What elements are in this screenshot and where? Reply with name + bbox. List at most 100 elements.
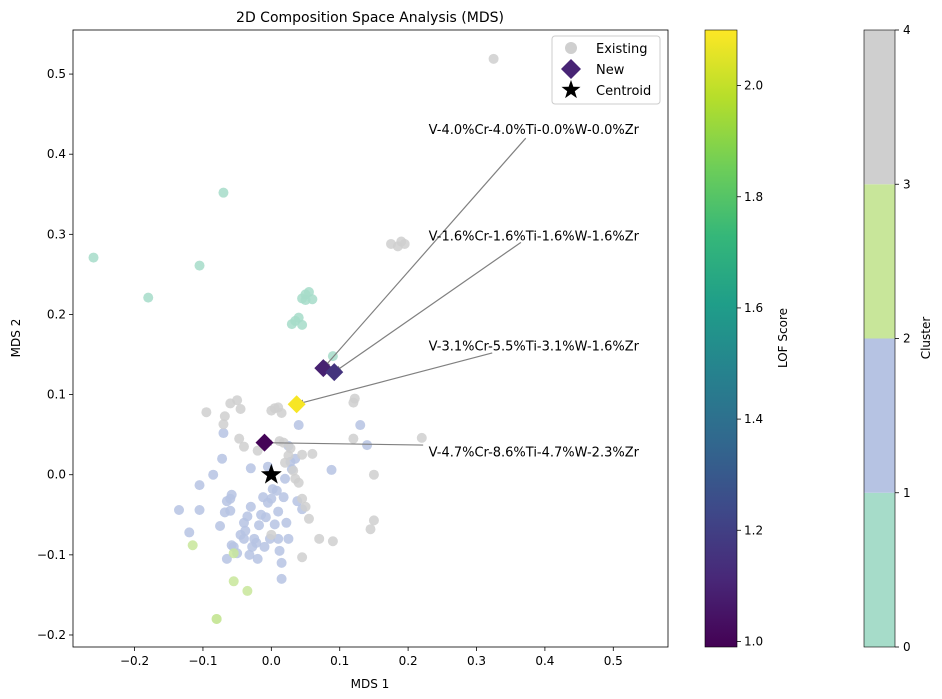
- lof-colorbar: 1.0 1.2 1.4 1.6 1.8 2.0 LOF Score: [704, 29, 790, 648]
- existing-point-cluster-1: [245, 463, 256, 474]
- lof-colorbar-ticks: 1.0 1.2 1.4 1.6 1.8 2.0: [737, 79, 763, 648]
- existing-point-cluster-1: [281, 517, 292, 528]
- cluster-colorbar-ticks: 0 1 2 3 4: [895, 23, 911, 654]
- y-tick-label: 0.0: [47, 468, 66, 482]
- x-tick-label: 0.2: [399, 654, 418, 668]
- cluster-colorbar: 0 1 2 3 4 Cluster: [863, 23, 933, 654]
- existing-point-cluster-3: [219, 411, 230, 422]
- existing-point-cluster-1: [269, 519, 280, 530]
- legend-existing-marker: [565, 42, 577, 54]
- x-axis-label: MDS 1: [351, 677, 390, 691]
- cluster-tick-label: 0: [903, 640, 911, 654]
- cluster-band-2: [864, 184, 895, 339]
- existing-point-cluster-3: [365, 524, 376, 535]
- existing-point-cluster-3: [252, 445, 263, 456]
- existing-points: [88, 53, 499, 624]
- existing-point-cluster-1: [208, 469, 219, 480]
- annotation-arrow: [296, 352, 493, 405]
- new-points: [255, 359, 344, 452]
- lof-colorbar-label: LOF Score: [776, 308, 790, 368]
- existing-point-cluster-1: [225, 505, 236, 516]
- x-tick-label: −0.1: [188, 654, 217, 668]
- cluster-band-1: [864, 338, 895, 493]
- x-tick-label: 0.1: [330, 654, 349, 668]
- legend-centroid-marker: [561, 80, 581, 99]
- y-axis-ticks: −0.2 −0.1 0.0 0.1 0.2 0.3 0.4 0.5: [37, 67, 73, 642]
- existing-point-cluster-2: [242, 585, 253, 596]
- existing-point-cluster-2: [211, 613, 222, 624]
- centroid-star: [260, 463, 282, 484]
- existing-point-cluster-1: [184, 527, 195, 538]
- existing-point-cluster-1: [221, 553, 232, 564]
- existing-point-cluster-1: [259, 541, 270, 552]
- cluster-tick-label: 4: [903, 23, 911, 37]
- x-tick-label: 0.0: [262, 654, 281, 668]
- existing-point-cluster-3: [297, 552, 308, 563]
- existing-point-cluster-2: [187, 540, 198, 551]
- existing-point-cluster-3: [348, 433, 359, 444]
- existing-point-cluster-0: [194, 260, 205, 271]
- lof-tick-label: 2.0: [744, 79, 763, 93]
- existing-point-cluster-1: [276, 573, 287, 584]
- existing-point-cluster-1: [251, 537, 262, 548]
- existing-point-cluster-3: [307, 448, 318, 459]
- existing-point-cluster-1: [278, 492, 289, 503]
- existing-point-cluster-3: [297, 493, 308, 504]
- legend: Existing New Centroid: [551, 35, 661, 105]
- y-tick-label: 0.4: [47, 147, 66, 161]
- existing-point-cluster-0: [143, 292, 154, 303]
- existing-point-cluster-1: [254, 520, 265, 531]
- existing-point-cluster-3: [285, 443, 296, 454]
- legend-new-marker: [561, 59, 581, 79]
- existing-point-cluster-1: [240, 525, 251, 536]
- y-tick-label: 0.3: [47, 227, 66, 241]
- x-tick-label: −0.2: [120, 654, 149, 668]
- existing-point-cluster-0: [88, 252, 99, 263]
- lof-colorbar-bar: [704, 29, 738, 648]
- plot-area: V-4.0%Cr-4.0%Ti-0.0%W-0.0%Zr V-1.6%Cr-1.6…: [72, 29, 669, 648]
- existing-point-cluster-1: [271, 485, 282, 496]
- existing-point-cluster-3: [266, 529, 277, 540]
- annotation-arrow: [264, 442, 424, 446]
- existing-point-cluster-3: [234, 433, 245, 444]
- existing-point-cluster-3: [201, 407, 212, 418]
- existing-point-cluster-0: [218, 187, 229, 198]
- legend-existing-label: Existing: [596, 42, 648, 57]
- existing-point-cluster-1: [194, 480, 205, 491]
- annotation-label: V-3.1%Cr-5.5%Ti-3.1%W-1.6%Zr: [429, 340, 640, 355]
- existing-point-cluster-1: [217, 453, 228, 464]
- existing-point-cluster-0: [290, 315, 301, 326]
- existing-point-cluster-3: [288, 465, 299, 476]
- cluster-tick-label: 2: [903, 332, 911, 346]
- lof-tick-label: 1.2: [744, 523, 763, 537]
- lof-tick-label: 1.6: [744, 301, 763, 315]
- cluster-colorbar-label: Cluster: [919, 317, 933, 360]
- existing-point-cluster-3: [368, 469, 379, 480]
- y-tick-label: −0.2: [37, 628, 66, 642]
- x-tick-label: 0.3: [467, 654, 486, 668]
- centroid-marker: [260, 463, 282, 484]
- existing-point-cluster-3: [280, 457, 291, 468]
- cluster-band-3: [864, 30, 895, 185]
- existing-point-cluster-1: [280, 473, 291, 484]
- existing-point-cluster-0: [300, 295, 311, 306]
- y-tick-label: 0.1: [47, 388, 66, 402]
- existing-point-cluster-1: [276, 557, 287, 568]
- annotation-labels: V-4.0%Cr-4.0%Ti-0.0%W-0.0%Zr V-1.6%Cr-1.6…: [429, 123, 640, 460]
- existing-point-cluster-3: [314, 533, 325, 544]
- annotation-label: V-4.7%Cr-8.6%Ti-4.7%W-2.3%Zr: [429, 445, 640, 460]
- existing-point-cluster-3: [218, 419, 229, 430]
- existing-point-cluster-3: [368, 515, 379, 526]
- annotation-label: V-1.6%Cr-1.6%Ti-1.6%W-1.6%Zr: [429, 230, 640, 245]
- existing-point-cluster-1: [355, 420, 366, 431]
- existing-point-cluster-1: [215, 521, 226, 532]
- x-axis-ticks: −0.2 −0.1 0.0 0.1 0.2 0.3 0.4 0.5: [120, 647, 623, 668]
- legend-new-label: New: [596, 63, 625, 78]
- existing-point-cluster-1: [194, 504, 205, 515]
- existing-point-cluster-1: [245, 501, 256, 512]
- existing-point-cluster-1: [274, 545, 285, 556]
- existing-point-cluster-1: [238, 533, 249, 544]
- cluster-tick-label: 1: [903, 486, 911, 500]
- legend-centroid-label: Centroid: [596, 84, 651, 99]
